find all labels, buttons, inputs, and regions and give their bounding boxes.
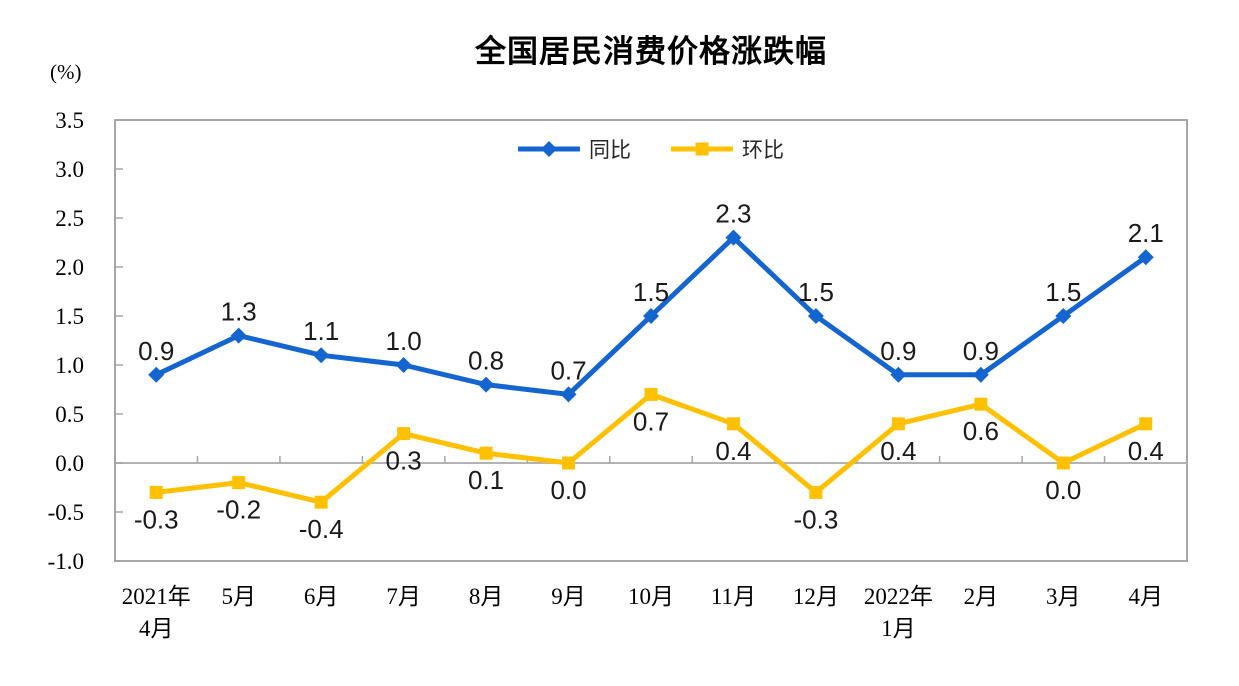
legend-item-yoy: 同比 xyxy=(518,134,631,164)
y-axis-ticks xyxy=(115,119,123,562)
y-tick-label: 1.0 xyxy=(55,353,84,378)
yoy-series-swatch-icon xyxy=(518,141,580,157)
data-label: -0.2 xyxy=(216,495,261,525)
x-tick-label: 5月 xyxy=(221,584,256,609)
legend-label-mom: 环比 xyxy=(742,139,784,162)
data-label: 0.0 xyxy=(1045,475,1081,505)
series-mom-markers xyxy=(149,387,1153,509)
data-label: -0.3 xyxy=(794,504,839,534)
series-yoy-markers xyxy=(148,229,1154,403)
data-label: 1.1 xyxy=(303,316,339,346)
x-axis-ticks xyxy=(196,456,1106,463)
data-label: 0.4 xyxy=(1128,436,1164,466)
data-label: 0.7 xyxy=(633,406,669,436)
data-label: 0.4 xyxy=(715,436,751,466)
x-tick-label: 11月 xyxy=(711,584,756,609)
data-label: 0.0 xyxy=(550,475,586,505)
legend-item-mom: 环比 xyxy=(671,134,784,164)
y-tick-label: 2.5 xyxy=(55,206,84,231)
data-label: 1.3 xyxy=(221,297,257,327)
data-label: 2.3 xyxy=(715,199,751,229)
y-tick-label: 2.0 xyxy=(55,255,84,280)
data-label: 1.5 xyxy=(633,277,669,307)
x-tick-label: 9月 xyxy=(551,584,586,609)
x-tick-label: 4月 xyxy=(1129,584,1164,609)
data-label: -0.3 xyxy=(134,504,179,534)
data-label: 0.9 xyxy=(138,336,174,366)
y-tick-label: 0.0 xyxy=(55,451,84,476)
y-axis-unit-label: (%) xyxy=(50,60,82,84)
data-label: 1.0 xyxy=(386,326,422,356)
data-label: 0.3 xyxy=(386,446,422,476)
x-axis-labels: 2021年 4月 5月 6月 7月 8月 9月 10月 11月 12月 2022年 1月 2月 3月 4月 xyxy=(122,584,1163,641)
x-tick-label: 3月 xyxy=(1046,584,1081,609)
y-tick-label: -0.5 xyxy=(48,500,84,525)
mom-series-swatch-icon xyxy=(671,142,733,156)
data-label: 1.5 xyxy=(1045,277,1081,307)
chart-legend: 同比 环比 xyxy=(115,134,1187,164)
y-axis-labels: 3.5 3.0 2.5 2.0 1.5 1.0 0.5 0.0 -0.5 -1.0 xyxy=(48,108,84,574)
legend-label-yoy: 同比 xyxy=(589,139,631,162)
data-label: 0.9 xyxy=(880,336,916,366)
x-tick-label: 6月 xyxy=(304,584,339,609)
x-tick-label: 10月 xyxy=(628,584,674,609)
data-label: 2.1 xyxy=(1128,218,1164,248)
data-label: 0.7 xyxy=(550,355,586,385)
data-label: 0.6 xyxy=(963,416,999,446)
x-tick-label: 2021年 4月 xyxy=(122,584,191,641)
y-tick-label: 0.5 xyxy=(55,402,84,427)
data-label: 0.4 xyxy=(880,436,916,466)
x-tick-label: 12月 xyxy=(793,584,839,609)
data-label: 1.5 xyxy=(798,277,834,307)
data-label: 0.9 xyxy=(963,336,999,366)
plot-border xyxy=(114,119,1188,562)
data-label: -0.4 xyxy=(299,514,344,544)
series-yoy-data-labels: 0.9 1.3 1.1 1.0 0.8 0.7 1.5 2.3 1.5 0.9 0.9 1.5 2.1 xyxy=(138,199,1164,386)
data-label: 0.8 xyxy=(468,346,504,376)
y-tick-label: 1.5 xyxy=(55,304,84,329)
data-label: 0.1 xyxy=(468,465,504,495)
y-tick-label: 3.5 xyxy=(55,108,84,133)
x-tick-label: 2022年 1月 xyxy=(864,584,933,641)
y-tick-label: -1.0 xyxy=(48,549,84,574)
x-tick-label: 7月 xyxy=(386,584,421,609)
series-mom-data-labels: -0.3 -0.2 -0.4 0.3 0.1 0.0 0.7 0.4 -0.3 0.4 0.6 0.0… xyxy=(134,406,1164,544)
y-tick-label: 3.0 xyxy=(55,157,84,182)
chart-title: 全国居民消费价格涨跌幅 xyxy=(475,34,827,69)
x-tick-label: 8月 xyxy=(469,584,504,609)
x-tick-label: 2月 xyxy=(964,584,999,609)
